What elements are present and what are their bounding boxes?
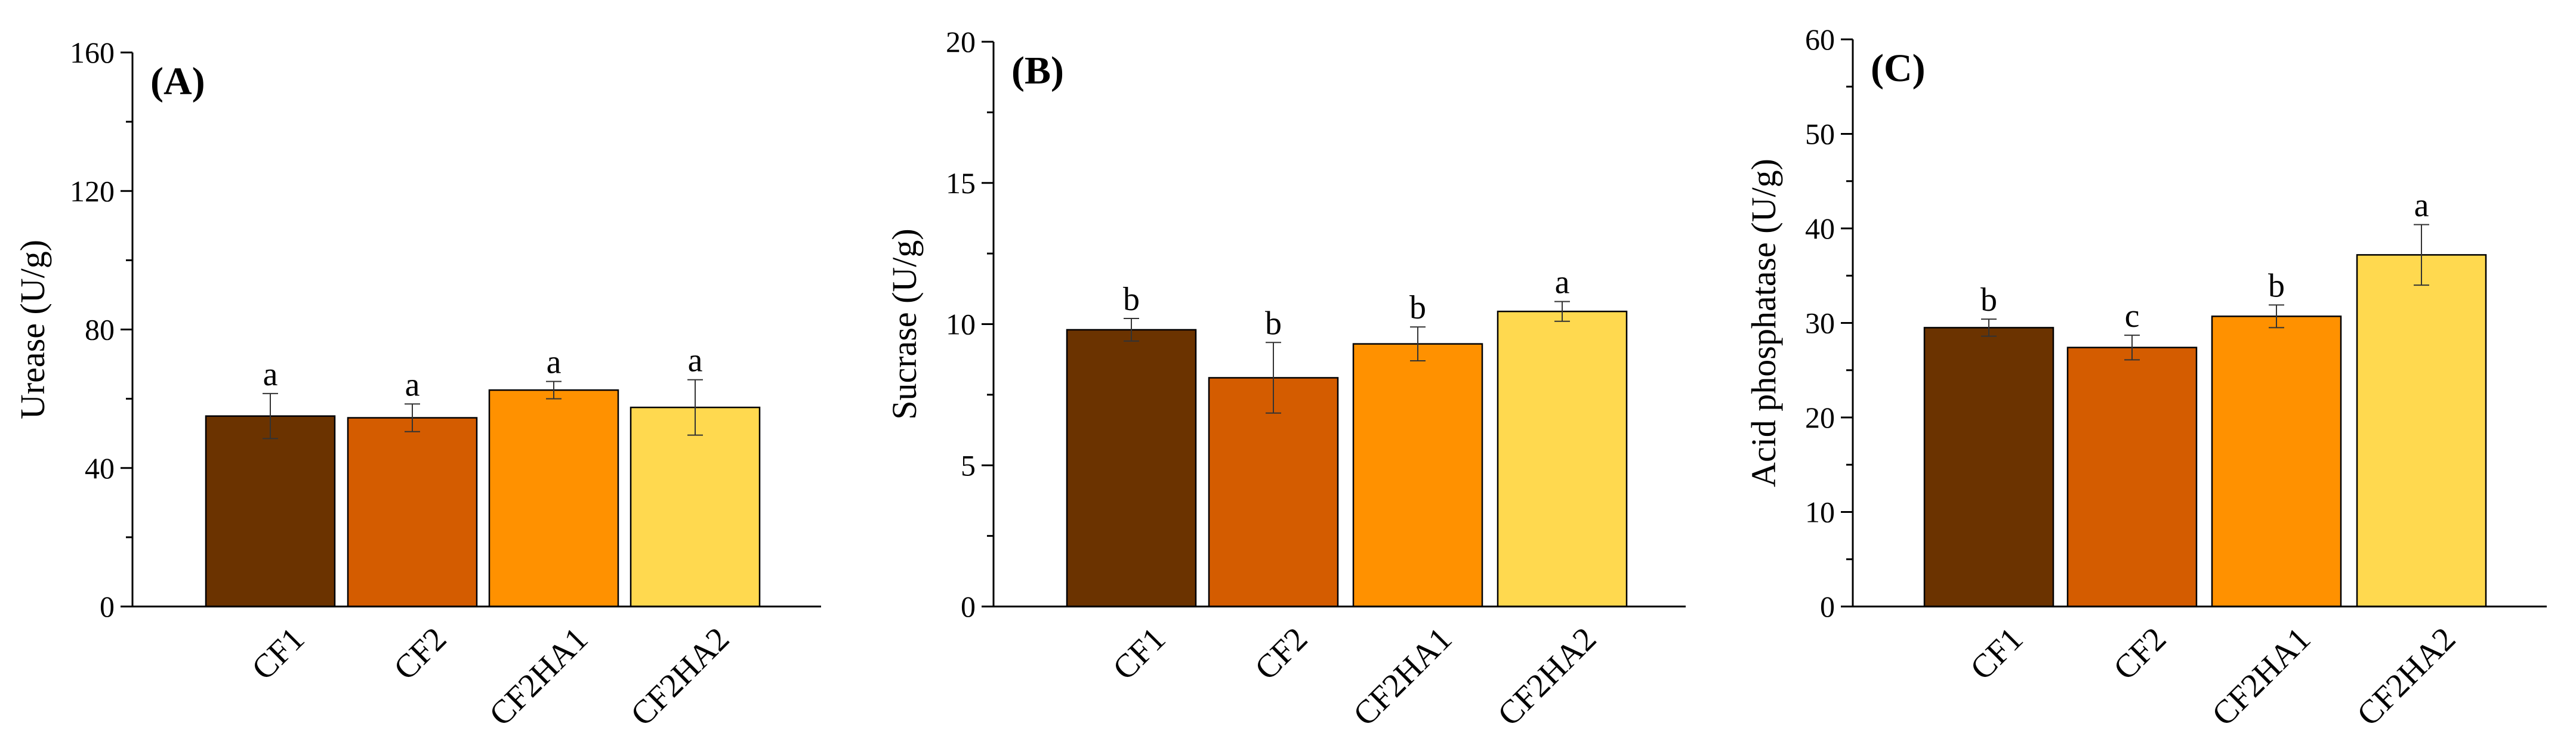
bar-CF2HA2: [1497, 310, 1628, 608]
bar-CF2HA2: [630, 406, 761, 608]
y-tick-label: 20: [1805, 401, 1835, 434]
error-bar-CF2HA2: [1554, 301, 1570, 322]
error-bar-CF2HA1: [1410, 326, 1426, 362]
chart-panel-3: b CF1 c CF2 b CF2HA1 a CF2HA2 0 10 20 30 40 50 60 Acid …: [1744, 23, 2547, 733]
x-tick-label: CF2HA1: [1346, 620, 1459, 733]
bar-CF2HA1: [1352, 343, 1483, 608]
x-tick-label: CF2: [1248, 620, 1315, 687]
y-tick-label: 0: [1820, 590, 1835, 623]
bar-CF2HA1: [488, 389, 619, 608]
y-tick-label: 40: [1805, 212, 1835, 245]
error-bar-CF2: [405, 403, 420, 432]
y-axis-title: Urease (U/g): [13, 240, 52, 419]
x-tick-label: CF2: [387, 620, 454, 687]
x-tick-label: CF1: [1963, 620, 2030, 687]
y-tick-label: 30: [1805, 307, 1835, 340]
y-axis-title: Sucrase (U/g): [885, 228, 924, 420]
error-bar-CF2: [2124, 335, 2140, 361]
y-axis-title: Acid phosphatase (U/g): [1744, 159, 1783, 487]
error-bar-CF2HA2: [2414, 224, 2429, 286]
y-tick-label: 0: [100, 590, 115, 623]
x-tick-label: CF2HA2: [2350, 620, 2463, 733]
significance-letter: b: [1123, 281, 1140, 318]
bar-CF2HA1: [2211, 315, 2342, 608]
y-tick-label: 0: [961, 590, 976, 623]
significance-letter: a: [405, 366, 420, 403]
significance-letter: c: [2125, 298, 2140, 335]
significance-letter: a: [547, 344, 562, 381]
bar-CF1: [1066, 329, 1197, 608]
y-tick-label: 80: [85, 313, 115, 346]
y-tick-label: 20: [946, 25, 976, 58]
significance-letter: a: [1555, 264, 1570, 301]
x-tick-label: CF2HA2: [624, 620, 736, 733]
y-tick-label: 15: [946, 166, 976, 200]
y-tick-label: 50: [1805, 117, 1835, 151]
significance-letter: b: [1265, 305, 1282, 342]
panel-label: (B): [1011, 49, 1064, 92]
x-tick-label: CF1: [245, 620, 311, 687]
y-tick-label: 60: [1805, 23, 1835, 56]
x-tick-label: CF2HA1: [2205, 620, 2318, 733]
error-bar-CF1: [1124, 318, 1139, 342]
error-bar-CF2HA1: [546, 380, 562, 400]
significance-letter: b: [2268, 267, 2285, 304]
y-tick-label: 10: [946, 308, 976, 341]
x-tick-label: CF2: [2106, 620, 2173, 687]
y-tick-label: 40: [85, 451, 115, 485]
bar-CF2HA2: [2356, 254, 2487, 608]
y-tick-label: 120: [70, 174, 115, 208]
panel-label: (C): [1871, 47, 1926, 90]
error-bar-CF1: [263, 392, 278, 440]
significance-letter: a: [2414, 187, 2429, 224]
error-bar-CF1: [1981, 318, 1997, 337]
bar-CF2: [347, 417, 478, 608]
y-tick-label: 160: [70, 36, 115, 69]
significance-letter: b: [1980, 281, 1997, 318]
y-tick-label: 10: [1805, 496, 1835, 529]
x-tick-label: CF1: [1106, 620, 1173, 687]
significance-letter: a: [688, 342, 703, 379]
panel-label: (A): [150, 60, 205, 103]
chart-panel-2: b CF1 b CF2 b CF2HA1 a CF2HA2 0 5 10 15 20 Sucrase (U…: [885, 25, 1686, 733]
bar-CF1: [1923, 327, 2054, 608]
x-tick-label: CF2HA2: [1491, 620, 1603, 733]
bar-CF1: [205, 415, 336, 608]
x-tick-label: CF2HA1: [482, 620, 595, 733]
significance-letter: a: [263, 356, 278, 393]
chart-panel-1: a CF1 a CF2 a CF2HA1 a CF2HA2 0 40 80 120 160 Urease …: [13, 36, 821, 733]
significance-letter: b: [1409, 289, 1426, 326]
error-bar-CF2: [1266, 342, 1281, 414]
y-tick-label: 5: [961, 448, 976, 482]
error-bar-CF2HA2: [687, 379, 703, 436]
error-bar-CF2HA1: [2269, 304, 2284, 329]
bar-CF2: [2066, 346, 2198, 608]
